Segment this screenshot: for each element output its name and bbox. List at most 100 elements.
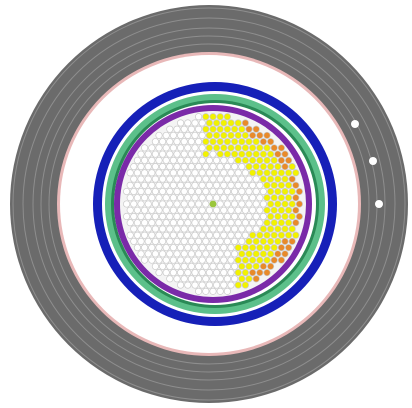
fuel-cell xyxy=(155,219,163,227)
fuel-cell xyxy=(220,244,228,252)
fuel-cell xyxy=(166,250,174,258)
fuel-cell xyxy=(263,169,271,177)
fuel-cell xyxy=(191,231,199,239)
fuel-cell xyxy=(180,200,188,208)
fuel-cell xyxy=(195,200,203,208)
fuel-cell xyxy=(209,150,217,158)
fuel-cell xyxy=(259,138,267,146)
fuel-cell xyxy=(169,256,177,264)
fuel-cell xyxy=(202,225,210,233)
fuel-cell xyxy=(241,206,249,214)
fuel-cell xyxy=(166,262,174,270)
fuel-cell xyxy=(187,200,195,208)
fuel-cell xyxy=(151,138,159,146)
fuel-cell xyxy=(141,244,149,252)
fuel-cell xyxy=(173,275,181,283)
fuel-cell xyxy=(202,175,210,183)
fuel-cell xyxy=(130,187,138,196)
fuel-cell xyxy=(281,250,289,258)
fuel-cell xyxy=(234,231,242,239)
fuel-cell xyxy=(292,206,300,214)
fuel-cell xyxy=(216,200,224,208)
fuel-cell xyxy=(220,231,228,239)
fuel-cell xyxy=(223,113,231,121)
fuel-cell xyxy=(191,281,199,289)
fuel-cell xyxy=(184,144,192,152)
fuel-cell xyxy=(238,187,246,196)
fuel-cell xyxy=(187,212,195,221)
fuel-cell xyxy=(123,212,131,221)
fuel-cell xyxy=(241,231,249,239)
fuel-cell xyxy=(223,262,231,270)
fuel-cell xyxy=(263,131,271,139)
fuel-cell xyxy=(263,194,271,202)
fuel-cell xyxy=(141,194,149,202)
fuel-cell xyxy=(241,244,249,252)
fuel-cell xyxy=(223,163,231,171)
fuel-cell xyxy=(292,219,300,227)
fuel-cell xyxy=(166,275,174,283)
fuel-cell xyxy=(155,231,163,239)
fuel-cell xyxy=(162,169,170,177)
fuel-cell xyxy=(180,138,188,146)
fuel-cell xyxy=(234,131,242,139)
fuel-cell xyxy=(213,131,221,139)
fuel-cell xyxy=(263,181,271,189)
fuel-cell xyxy=(277,244,285,252)
fuel-cell xyxy=(133,169,141,177)
fuel-cell xyxy=(213,281,221,289)
fuel-cell xyxy=(213,206,221,214)
fuel-cell xyxy=(173,150,181,158)
fuel-cell xyxy=(281,237,289,245)
fuel-cell xyxy=(162,144,170,152)
fuel-cell xyxy=(191,131,199,139)
fuel-cell xyxy=(202,200,210,208)
fuel-cell xyxy=(245,250,253,258)
fuel-cell xyxy=(144,250,152,258)
fuel-cell xyxy=(213,244,221,252)
fuel-cell xyxy=(195,287,203,295)
fuel-cell xyxy=(213,119,221,127)
fuel-cell xyxy=(223,250,231,258)
fuel-cell xyxy=(216,175,224,183)
fuel-cell xyxy=(256,194,264,202)
fuel-cell xyxy=(285,206,293,214)
fuel-cell xyxy=(259,175,267,183)
fuel-cell xyxy=(184,131,192,139)
fuel-cell xyxy=(249,194,257,202)
fuel-cell xyxy=(213,181,221,189)
fuel-cell xyxy=(209,113,217,121)
fuel-cell xyxy=(209,138,217,146)
fuel-cell xyxy=(187,187,195,196)
fuel-cell xyxy=(231,225,239,233)
fuel-cell xyxy=(141,256,149,264)
fuel-cell xyxy=(202,150,210,158)
fuel-cell xyxy=(148,231,156,239)
fuel-cell xyxy=(198,256,206,264)
fuel-cell xyxy=(180,163,188,171)
fuel-cell xyxy=(169,219,177,227)
fuel-cell xyxy=(151,225,159,233)
fuel-cell xyxy=(238,150,246,158)
fuel-cell xyxy=(191,219,199,227)
fuel-cell xyxy=(238,163,246,171)
fuel-cell xyxy=(227,131,235,139)
fuel-cell xyxy=(180,237,188,245)
fuel-cell xyxy=(155,269,163,277)
fuel-cell xyxy=(162,181,170,189)
fuel-cell xyxy=(227,219,235,227)
fuel-cell xyxy=(238,250,246,258)
fuel-cell xyxy=(141,206,149,214)
fuel-cell xyxy=(288,237,296,245)
fuel-cell xyxy=(148,181,156,189)
fuel-cell xyxy=(274,250,282,258)
fuel-cell xyxy=(231,237,239,245)
fuel-cell xyxy=(216,163,224,171)
fuel-cell xyxy=(137,150,145,158)
fuel-cell xyxy=(195,237,203,245)
outer-shield-ring xyxy=(22,17,396,391)
fuel-cell xyxy=(216,138,224,146)
fuel-cell xyxy=(202,275,210,283)
fuel-cell xyxy=(249,156,257,164)
fuel-cell xyxy=(184,206,192,214)
